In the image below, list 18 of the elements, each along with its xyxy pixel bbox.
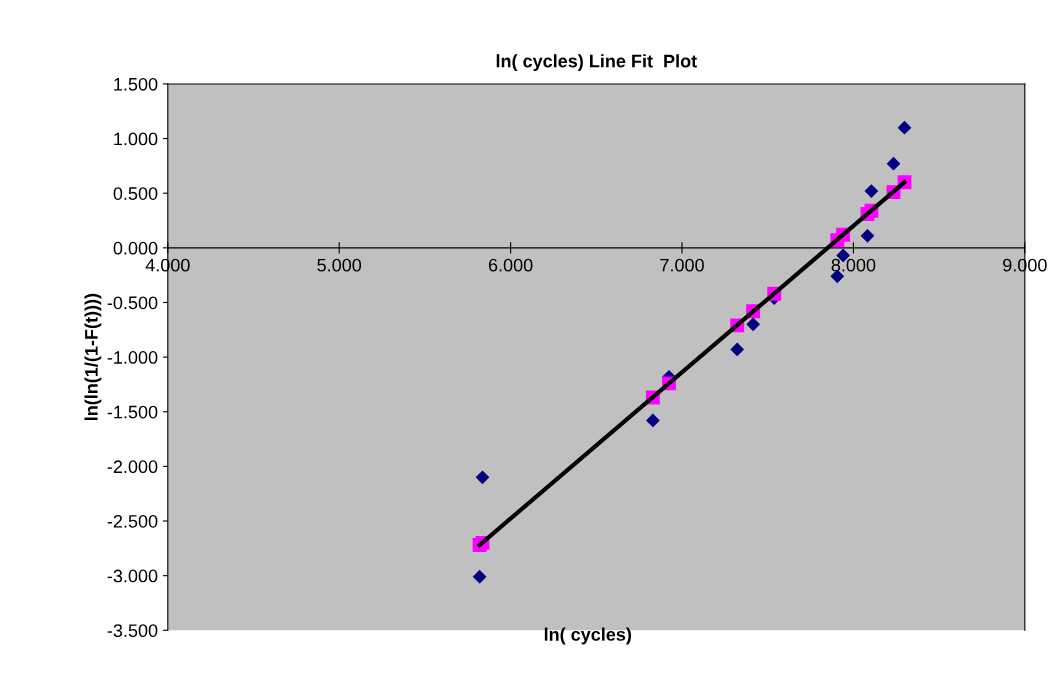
y-tick-label: -2.500	[107, 514, 158, 528]
x-tick-label: 5.000	[317, 258, 362, 272]
y-tick-label: -0.500	[107, 296, 158, 310]
x-tick-label: 8.000	[831, 258, 876, 272]
chart-title: ln( cycles) Line Fit Plot	[496, 54, 697, 72]
x-tick-label: 6.000	[488, 258, 533, 272]
x-tick-label: 7.000	[660, 258, 704, 272]
y-tick-label: -1.000	[107, 351, 158, 364]
y-tick-label: 1.500	[114, 77, 158, 91]
y-tick-label: -1.500	[107, 405, 158, 419]
y-tick-label: -3.000	[107, 569, 158, 583]
y-tick-label: -2.000	[107, 460, 158, 474]
y-tick-label: 1.000	[114, 132, 158, 146]
x-axis-title: ln( cycles)	[544, 627, 632, 645]
y-tick-label: 0.500	[113, 187, 158, 200]
y-axis-title: ln(ln(1/(1-F(t))))	[84, 293, 102, 421]
y-tick-label: 0.000	[113, 241, 158, 255]
y-tick-label: -3.500	[107, 624, 158, 638]
